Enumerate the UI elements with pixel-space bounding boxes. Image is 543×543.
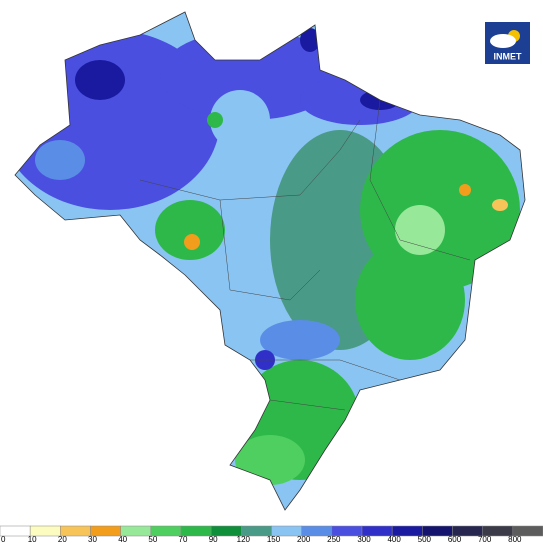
legend-tick-label: 120 — [237, 535, 251, 543]
legend-tick-label: 250 — [327, 535, 341, 543]
legend-tick-label: 30 — [88, 535, 97, 543]
state-borders — [139, 99, 471, 411]
legend-tick-label: 300 — [357, 535, 371, 543]
legend-tick-label: 200 — [297, 535, 311, 543]
legend-tick-label: 700 — [478, 535, 492, 543]
legend-tick-label: 40 — [118, 535, 127, 543]
legend-tick-label: 50 — [148, 535, 157, 543]
legend-tick-label: 800 — [508, 535, 522, 543]
logo-text: INMET — [494, 51, 523, 61]
legend-tick-label: 150 — [267, 535, 281, 543]
legend-tick-label: 10 — [28, 535, 37, 543]
legend-tick-label: 20 — [58, 535, 67, 543]
legend-tick-label: 400 — [387, 535, 401, 543]
country-outline — [14, 11, 526, 511]
legend-tick-label: 90 — [209, 535, 218, 543]
legend-tick-label: 500 — [418, 535, 432, 543]
logo: INMET — [485, 22, 530, 64]
legend: 0 10 20 30 40 50 70 90 120 150 200 250 300 400 500 600 7… — [0, 525, 543, 543]
legend-tick-label: 0 — [1, 535, 6, 543]
legend-tick-label: 600 — [448, 535, 462, 543]
legend-tick-label: 70 — [179, 535, 188, 543]
